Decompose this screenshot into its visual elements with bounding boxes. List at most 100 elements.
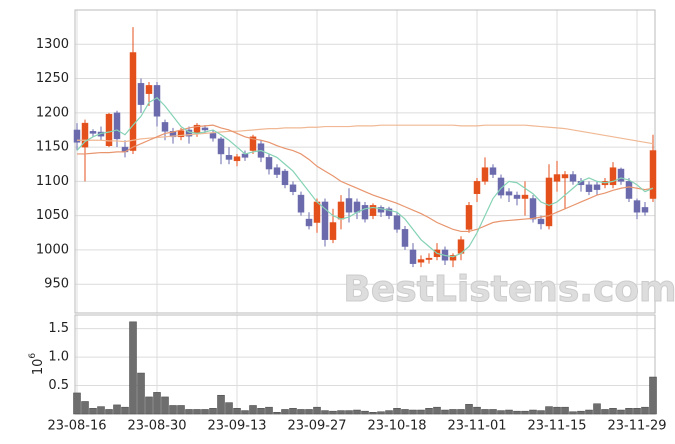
candle-body <box>329 222 337 240</box>
volume-bar <box>193 409 201 415</box>
volume-bar <box>457 409 465 415</box>
candle-body <box>505 191 513 196</box>
volume-bar <box>345 410 353 415</box>
x-tick-label: 23-11-01 <box>447 419 506 434</box>
volume-bar <box>145 396 153 415</box>
candle-body <box>201 127 209 131</box>
volume-bar <box>209 408 217 415</box>
candle-body <box>81 122 89 148</box>
volume-bar <box>169 405 177 415</box>
y-tick-label: 1200 <box>36 105 69 120</box>
volume-bar <box>265 406 273 415</box>
volume-bar <box>513 410 521 415</box>
candle-body <box>561 174 569 179</box>
volume-bar <box>577 410 585 415</box>
volume-bar <box>281 409 289 415</box>
volume-bar <box>537 410 545 415</box>
moving-average-line <box>77 124 654 233</box>
volume-bar <box>89 408 97 415</box>
candle-body <box>113 112 121 140</box>
candle-body <box>265 157 273 170</box>
candle-body <box>233 156 241 162</box>
candle-body <box>209 133 217 139</box>
candle-body <box>161 122 169 132</box>
candle-body <box>177 130 185 138</box>
volume-bar <box>601 409 609 415</box>
volume-bar <box>353 409 361 415</box>
volume-bar <box>153 392 161 415</box>
candle-body <box>361 205 369 220</box>
candle-body <box>529 198 537 220</box>
volume-bar <box>313 406 321 415</box>
x-tick-label: 23-08-16 <box>47 419 106 434</box>
volume-bar <box>217 394 225 415</box>
volume-bar <box>473 406 481 415</box>
volume-bar <box>241 410 249 415</box>
volume-bar <box>177 405 185 415</box>
candle-body <box>569 174 577 182</box>
volume-bar <box>113 404 121 415</box>
offset-base: 10 <box>31 359 46 376</box>
volume-bar <box>161 396 169 415</box>
volume-bar <box>593 403 601 415</box>
price-panel-frame <box>74 9 656 314</box>
volume-bar <box>625 408 633 415</box>
x-tick-label: 23-10-18 <box>367 419 426 434</box>
candle-body <box>289 184 297 192</box>
candle-body <box>129 52 137 151</box>
candle-body <box>585 184 593 192</box>
candle-body <box>249 136 257 151</box>
volume-bar <box>233 408 241 415</box>
candle-body <box>593 184 601 190</box>
y-tick-label: 1250 <box>36 71 69 86</box>
volume-bar <box>329 410 337 415</box>
volume-bar <box>289 408 297 415</box>
y-tick-label: 1100 <box>36 174 69 189</box>
x-tick-label: 23-11-15 <box>527 419 586 434</box>
candle-body <box>473 181 481 194</box>
candle-body <box>225 155 233 160</box>
candle-body <box>425 257 433 260</box>
volume-bar <box>425 408 433 415</box>
offset-exponent: 6 <box>28 353 38 359</box>
volume-bar <box>361 410 369 415</box>
candle-body <box>649 150 657 199</box>
volume-bar <box>609 408 617 415</box>
volume-bar <box>417 409 425 415</box>
candle-body <box>321 201 329 240</box>
volume-bar <box>129 321 137 415</box>
volume-bar <box>521 410 529 415</box>
candle-body <box>401 229 409 247</box>
volume-bar <box>105 409 113 415</box>
volume-offset-label: 106 <box>28 353 46 376</box>
volume-bar <box>569 411 577 415</box>
volume-bar <box>545 406 553 415</box>
moving-average-line <box>77 124 654 145</box>
candle-body <box>345 198 353 213</box>
volume-bar <box>505 409 513 415</box>
candle-body <box>73 129 81 143</box>
volume-bar <box>249 405 257 415</box>
volume-bar <box>385 410 393 415</box>
volume-bar <box>401 409 409 415</box>
y-tick-label: 0.5 <box>48 378 69 393</box>
volume-bar <box>465 404 473 415</box>
volume-bar <box>409 409 417 415</box>
volume-bar <box>257 408 265 415</box>
candle-body <box>297 194 305 213</box>
volume-bar <box>393 408 401 415</box>
volume-bar <box>529 409 537 415</box>
x-tick-label: 23-08-30 <box>127 419 186 434</box>
candle-body <box>137 83 145 105</box>
volume-bar <box>481 409 489 415</box>
volume-bar <box>497 410 505 415</box>
candle-body <box>609 167 617 186</box>
moving-average-line <box>76 96 654 258</box>
candle-body <box>409 249 417 264</box>
candle-body <box>449 255 457 261</box>
candle-body <box>633 200 641 213</box>
candle-body <box>337 201 345 220</box>
watermark: BestListens.com <box>343 269 675 310</box>
volume-bar <box>377 411 385 415</box>
y-tick-label: 1000 <box>36 242 69 257</box>
